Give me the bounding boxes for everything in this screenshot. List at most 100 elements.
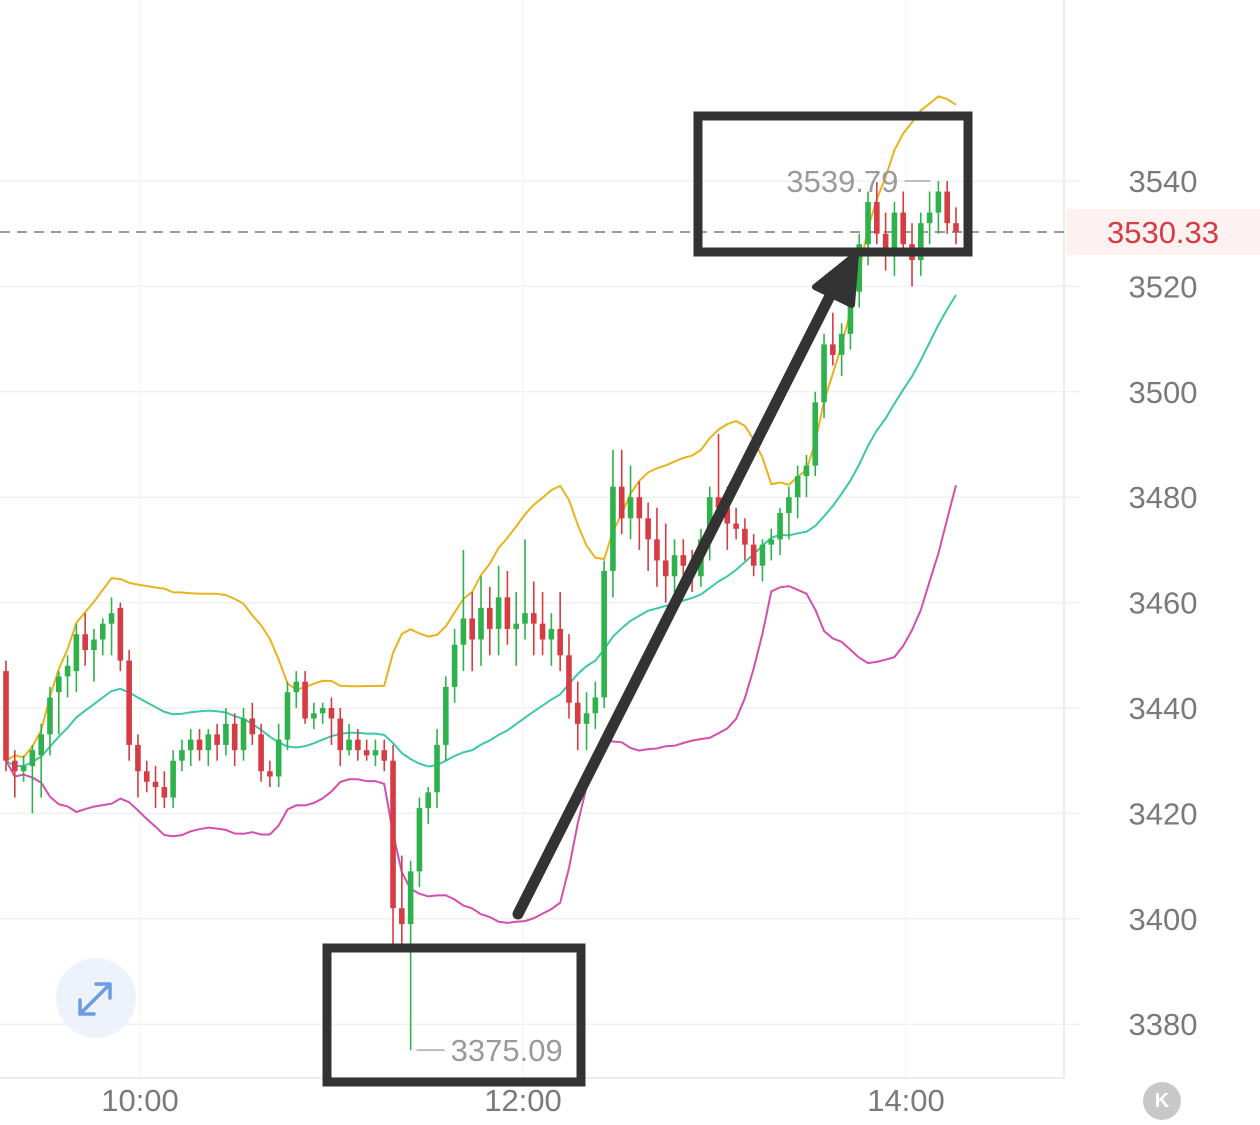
y-tick-label: 3540 bbox=[1129, 164, 1198, 199]
y-tick-label: 3500 bbox=[1129, 375, 1198, 410]
lower-band-line bbox=[5, 484, 957, 924]
low-highlight-box bbox=[322, 943, 586, 1087]
candle-body bbox=[108, 613, 115, 624]
candle-body bbox=[381, 750, 388, 761]
high-highlight-box bbox=[693, 111, 973, 257]
candle-body bbox=[231, 723, 238, 751]
candle-body bbox=[592, 697, 599, 714]
candle-body bbox=[135, 744, 141, 772]
y-tick-label: 3420 bbox=[1129, 796, 1198, 831]
candle-body bbox=[794, 476, 801, 498]
candle-body bbox=[671, 555, 678, 577]
candle-body bbox=[557, 628, 563, 656]
candle-body bbox=[38, 734, 44, 756]
candle-body bbox=[416, 808, 423, 872]
low-annotation-label: 3375.09 bbox=[451, 1033, 563, 1068]
y-tick-label: 3400 bbox=[1129, 902, 1198, 937]
candle-body bbox=[55, 676, 62, 693]
candle-body bbox=[610, 486, 616, 571]
kline-toggle-icon: K bbox=[1154, 1090, 1170, 1112]
trend-arrow-head bbox=[812, 251, 859, 308]
candle-body bbox=[750, 544, 757, 566]
candle-body bbox=[346, 739, 352, 751]
x-tick-label: 14:00 bbox=[867, 1083, 945, 1118]
candle-body bbox=[337, 718, 344, 751]
grid-lines bbox=[0, 180, 1080, 1025]
candle-body bbox=[636, 497, 643, 519]
candle-body bbox=[900, 212, 907, 245]
low-annotation: 3375.09 bbox=[416, 1033, 563, 1068]
candle-body bbox=[258, 734, 264, 772]
candle-body bbox=[117, 607, 124, 661]
candle-body bbox=[451, 644, 458, 687]
candle-body bbox=[20, 765, 27, 772]
candle-body bbox=[645, 518, 651, 540]
candle-body bbox=[249, 718, 256, 735]
candle-body bbox=[328, 708, 335, 719]
x-tick-label: 12:00 bbox=[484, 1083, 562, 1118]
candle-body bbox=[170, 760, 176, 798]
candle-body bbox=[847, 291, 854, 334]
trend-arrow-shaft bbox=[512, 278, 842, 920]
candle-body bbox=[874, 202, 880, 234]
candle-body bbox=[11, 760, 18, 772]
candle-body bbox=[715, 497, 722, 508]
kline-toggle-button[interactable]: K bbox=[1143, 1082, 1181, 1120]
candle-body bbox=[654, 539, 660, 561]
candle-body bbox=[821, 344, 827, 403]
candle-body bbox=[187, 739, 194, 751]
candle-body bbox=[865, 202, 871, 245]
candle-body bbox=[425, 792, 432, 809]
candle-body bbox=[495, 597, 502, 629]
candle-body bbox=[601, 570, 607, 698]
y-tick-label: 3440 bbox=[1129, 691, 1198, 726]
candle-body bbox=[777, 513, 783, 540]
expand-arrows-icon bbox=[78, 982, 112, 1016]
candle-body bbox=[926, 212, 933, 224]
candle-body bbox=[478, 607, 484, 640]
candle-body bbox=[319, 708, 326, 714]
candle-body bbox=[372, 750, 379, 756]
candle-body bbox=[284, 692, 291, 740]
candle-body bbox=[363, 750, 370, 756]
candle-body bbox=[618, 486, 625, 519]
candle-body bbox=[935, 191, 942, 213]
last-price-background bbox=[1066, 209, 1260, 255]
y-axis: 3540 3520 3500 3480 3460 3440 3420 3400 3380 bbox=[1129, 164, 1198, 1042]
candle-body bbox=[504, 597, 511, 629]
candle-body bbox=[530, 613, 537, 624]
expand-button[interactable] bbox=[56, 958, 136, 1038]
candle-body bbox=[680, 555, 687, 566]
last-price-label: 3530.33 bbox=[1107, 215, 1219, 250]
candle-body bbox=[205, 734, 212, 751]
candle-body bbox=[293, 681, 300, 693]
candle-body bbox=[786, 497, 792, 514]
candle-body bbox=[742, 528, 748, 545]
candle-body bbox=[443, 686, 449, 745]
trend-arrow bbox=[512, 251, 859, 920]
candle-body bbox=[733, 523, 739, 529]
candle-body bbox=[161, 787, 168, 798]
candle-body bbox=[838, 333, 845, 355]
bollinger-bands bbox=[5, 95, 957, 924]
candle-body bbox=[539, 623, 546, 640]
candle-body bbox=[522, 613, 528, 624]
candle-body bbox=[302, 681, 308, 719]
candle-body bbox=[82, 634, 88, 651]
candle-body bbox=[179, 750, 185, 761]
candle-body bbox=[662, 560, 669, 577]
candle-body bbox=[47, 697, 53, 735]
candle-body bbox=[830, 344, 836, 355]
candle-body bbox=[3, 671, 9, 761]
candle-body bbox=[223, 723, 229, 745]
high-annotation: 3539.79 bbox=[786, 164, 931, 199]
candle-body bbox=[706, 497, 713, 540]
middle-band-line bbox=[5, 294, 957, 768]
candle-body bbox=[460, 618, 467, 645]
candle-body bbox=[275, 739, 282, 777]
candle-body bbox=[953, 223, 959, 232]
candles bbox=[3, 181, 959, 1051]
candle-body bbox=[73, 634, 80, 672]
candle-body bbox=[64, 665, 71, 677]
